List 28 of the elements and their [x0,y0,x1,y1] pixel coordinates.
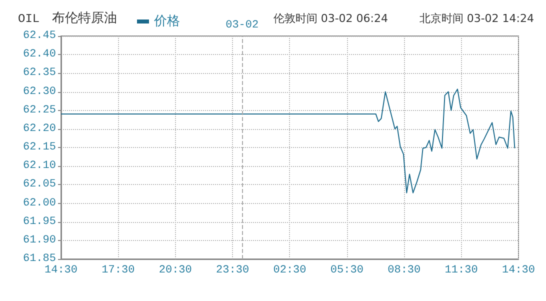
y-tick-label: 62.20 [22,122,56,135]
y-tick-label: 62.05 [22,178,56,191]
x-tick-label: 20:30 [158,264,192,276]
x-tick-label: 05:30 [330,264,364,276]
y-tick-label: 61.90 [22,234,56,246]
y-tick-label: 62.45 [22,30,56,42]
y-tick-label: 62.40 [22,48,56,61]
ref-line-label: 03-02 [226,20,259,32]
x-tick-label: 23:30 [216,264,250,276]
y-tick-label: 61.95 [22,216,56,228]
y-tick-label: 62.15 [22,142,56,154]
y-tick-label: 62.30 [22,86,56,98]
y-tick-label: 62.35 [22,67,56,80]
x-tick-label: 11:30 [444,264,478,276]
text: 伦敦时间 03-02 06:24 [273,12,388,25]
y-tick-label: 62.25 [22,104,56,116]
x-tick-label: 14:30 [502,264,536,276]
y-tick-label: 62.10 [22,160,56,172]
text: 北京时间 03-02 14:24 [419,12,534,25]
x-tick-label: 08:30 [388,264,421,276]
x-tick-label: 02:30 [273,264,306,276]
chart-title: OIL [18,12,40,26]
x-tick-label: 17:30 [102,264,135,276]
y-tick-label: 61.85 [22,253,56,265]
y-tick-label: 62.00 [22,197,56,210]
chart-subtitle: 布伦特原油 [52,11,117,26]
legend-label: 价格 [153,14,180,29]
x-tick-label: 14:30 [44,264,78,276]
